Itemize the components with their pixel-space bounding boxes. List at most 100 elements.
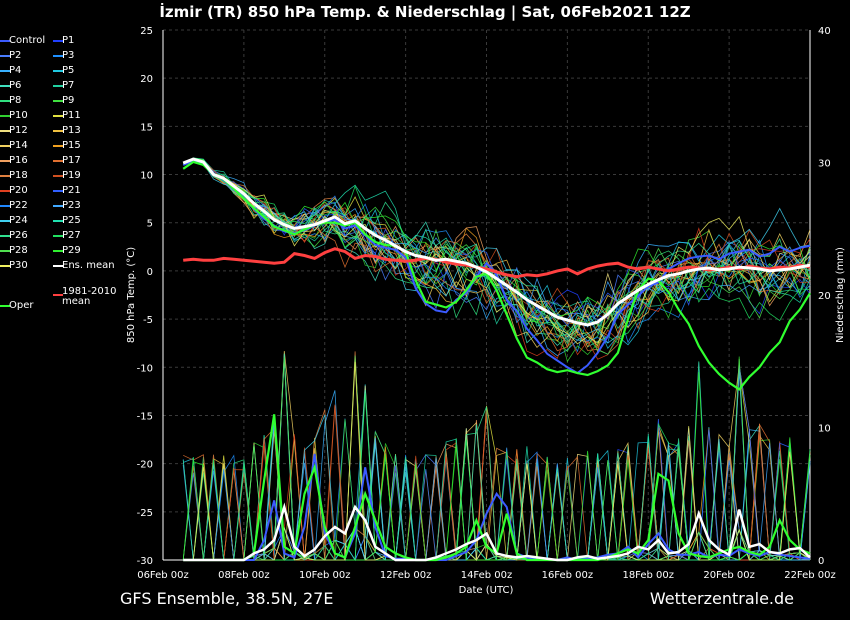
x-tick-label: 14Feb 00z <box>461 570 513 581</box>
legend-label: P8 <box>9 95 22 106</box>
x-tick-label: 18Feb 00z <box>622 570 674 581</box>
model-info: GFS Ensemble, 38.5N, 27E <box>120 589 334 608</box>
legend-swatch <box>0 85 10 87</box>
y-tick-label: -15 <box>137 411 153 422</box>
legend-label: Oper <box>9 300 34 311</box>
y2-tick-label: 40 <box>818 26 831 37</box>
member-temp-line <box>183 157 811 363</box>
legend-label: P4 <box>9 65 22 76</box>
y-tick-label: 15 <box>140 122 153 133</box>
legend-label: P27 <box>62 230 81 241</box>
ensemble-members <box>182 157 811 562</box>
legend-label: P22 <box>9 200 28 211</box>
legend-label: P20 <box>9 185 28 196</box>
x-tick-label: 08Feb 00z <box>218 570 270 581</box>
legend-swatch <box>53 115 63 117</box>
tick-labels: 25 20 15 10 5 0 -5 -10 -15 -20 -25 -30 40 30 20 10 0 06Fe… <box>137 26 836 581</box>
legend-label: P15 <box>62 140 81 151</box>
ens-mean-temp-line <box>182 157 811 327</box>
chart-title: İzmir (TR) 850 hPa Temp. & Niederschlag … <box>159 3 691 21</box>
y2-axis-label: Niederschlag (mm) <box>835 247 846 343</box>
legend-swatch <box>0 40 10 42</box>
y-tick-label: 25 <box>140 26 153 37</box>
x-tick-label: 06Feb 00z <box>137 570 189 581</box>
legend-label: P18 <box>9 170 28 181</box>
y2-tick-label: 20 <box>818 291 831 302</box>
legend-swatch <box>53 55 63 57</box>
member-temp-line <box>183 158 811 352</box>
legend-swatch <box>0 145 10 147</box>
y-tick-label: -30 <box>137 556 153 567</box>
legend-label: P2 <box>9 50 22 61</box>
legend-label: P6 <box>9 80 22 91</box>
legend-swatch <box>0 100 10 102</box>
legend-swatch <box>0 70 10 72</box>
legend-swatch <box>0 305 10 307</box>
legend-label: P24 <box>9 215 28 226</box>
legend-swatch <box>0 175 10 177</box>
control-precip-line <box>183 453 811 562</box>
legend-swatch <box>0 220 10 222</box>
member-temp-line <box>183 159 811 360</box>
legend-swatch <box>53 40 63 42</box>
legend-swatch <box>53 70 63 72</box>
x-tick-label: 12Feb 00z <box>380 570 432 581</box>
y-tick-label: 20 <box>140 74 153 85</box>
legend-swatch <box>53 85 63 87</box>
x-tick-label: 16Feb 00z <box>542 570 594 581</box>
y2-tick-label: 0 <box>818 556 824 567</box>
legend-swatch <box>0 265 10 267</box>
legend-label: P19 <box>62 170 81 181</box>
y-tick-label: 0 <box>147 267 153 278</box>
x-tick-label: 22Feb 00z <box>784 570 836 581</box>
highlighted-series <box>182 157 811 562</box>
member-temp-line <box>183 157 811 342</box>
x-tick-label: 20Feb 00z <box>703 570 755 581</box>
legend-swatch <box>53 235 63 237</box>
x-tick-label: 10Feb 00z <box>299 570 351 581</box>
y-tick-label: -25 <box>137 508 153 519</box>
legend-label: P11 <box>62 110 81 121</box>
legend-swatch <box>53 130 63 132</box>
ens-mean-precip-line <box>183 502 811 562</box>
legend-swatch <box>53 175 63 177</box>
legend-swatch <box>53 205 63 207</box>
member-temp-line <box>183 158 811 350</box>
legend-label: P16 <box>9 155 28 166</box>
legend-label: P23 <box>62 200 81 211</box>
y-tick-label: 10 <box>140 171 153 182</box>
legend-swatch <box>0 115 10 117</box>
legend-label: P17 <box>62 155 81 166</box>
legend-label: P25 <box>62 215 81 226</box>
legend-label: 1981-2010 mean <box>62 286 117 307</box>
member-temp-line <box>183 157 811 345</box>
legend-label: P5 <box>62 65 75 76</box>
y-axis-label: 850 hPa Temp. (°C) <box>126 247 137 343</box>
legend-swatch <box>0 235 10 237</box>
legend-swatch <box>53 190 63 192</box>
legend-label: P1 <box>62 35 75 46</box>
member-temp-line <box>183 157 811 353</box>
legend-label: P7 <box>62 80 75 91</box>
x-axis-label: Date (UTC) <box>459 585 514 596</box>
legend-label: P29 <box>62 245 81 256</box>
y-tick-label: -20 <box>137 460 153 471</box>
legend-swatch <box>0 130 10 132</box>
legend-label: P30 <box>9 260 28 271</box>
y-tick-label: 5 <box>147 219 153 230</box>
legend-label: P3 <box>62 50 75 61</box>
legend-swatch <box>0 190 10 192</box>
legend-swatch <box>53 100 63 102</box>
legend-swatch <box>53 265 63 267</box>
legend-swatch <box>53 145 63 147</box>
y2-tick-label: 10 <box>818 424 831 435</box>
legend-swatch <box>0 160 10 162</box>
legend-label: P14 <box>9 140 28 151</box>
legend-label: P9 <box>62 95 75 106</box>
y-tick-label: -5 <box>143 315 153 326</box>
member-precip-line <box>182 371 811 561</box>
legend-label: P12 <box>9 125 28 136</box>
legend-swatch <box>53 160 63 162</box>
legend-label: P10 <box>9 110 28 121</box>
